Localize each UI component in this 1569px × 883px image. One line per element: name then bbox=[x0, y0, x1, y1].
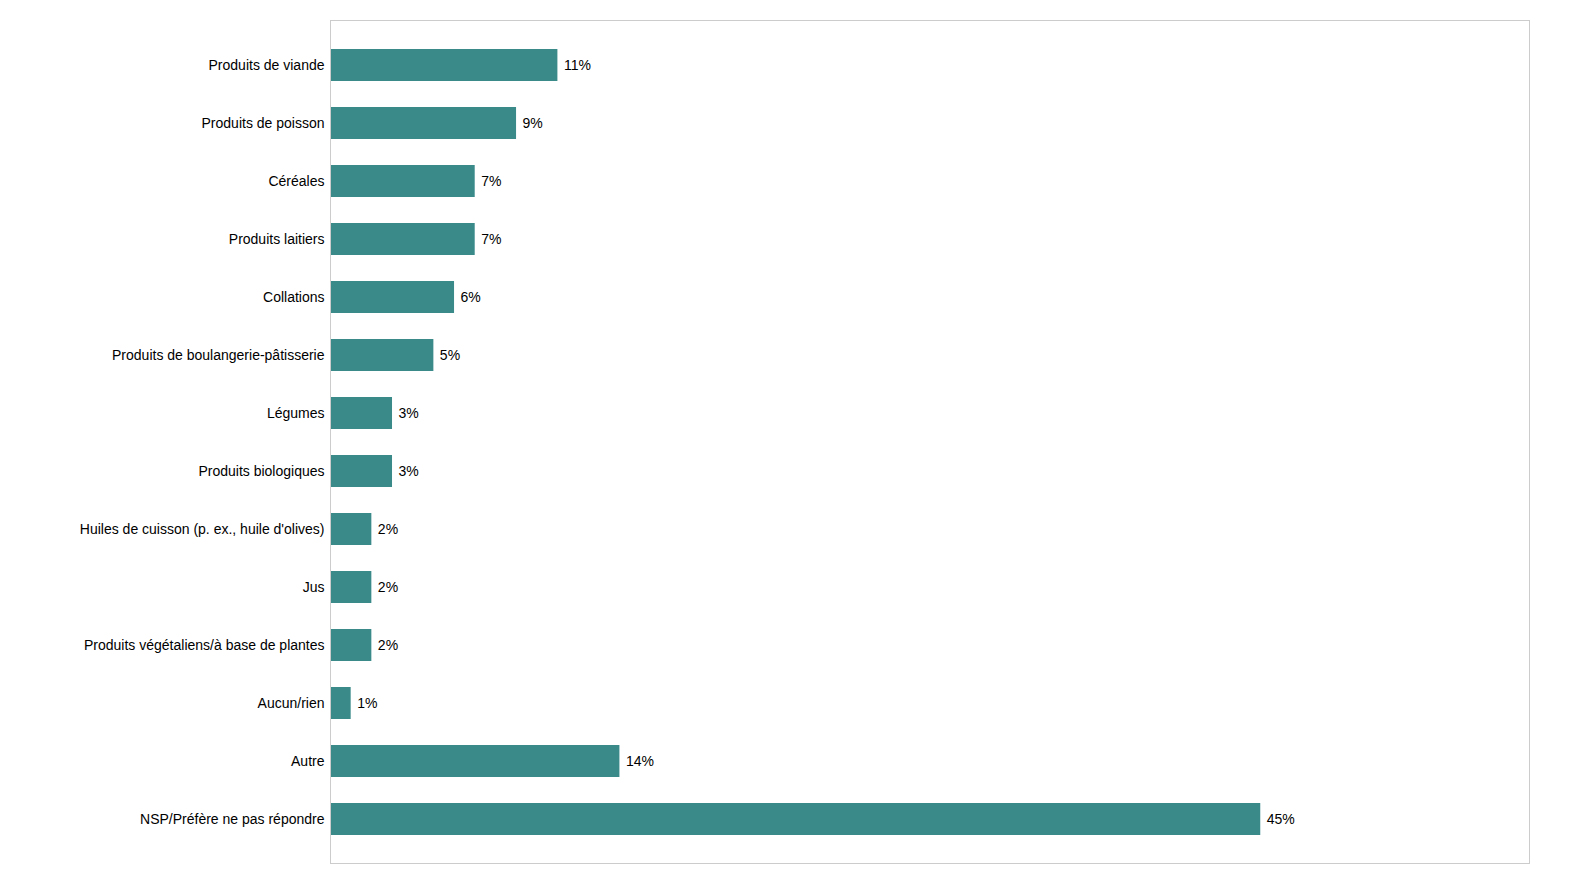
svg-text:Collations: Collations bbox=[263, 289, 324, 305]
svg-text:1%: 1% bbox=[357, 695, 377, 711]
svg-text:Céréales: Céréales bbox=[268, 173, 324, 189]
svg-text:45%: 45% bbox=[1267, 811, 1295, 827]
svg-text:3%: 3% bbox=[399, 463, 419, 479]
svg-text:14%: 14% bbox=[626, 753, 654, 769]
svg-text:Autre: Autre bbox=[291, 753, 325, 769]
svg-text:Huiles de cuisson (p. ex., hui: Huiles de cuisson (p. ex., huile d'olive… bbox=[80, 521, 325, 537]
svg-text:NSP/Préfère ne pas répondre: NSP/Préfère ne pas répondre bbox=[140, 811, 325, 827]
svg-text:Produits de boulangerie-pâtiss: Produits de boulangerie-pâtisserie bbox=[112, 347, 325, 363]
svg-text:7%: 7% bbox=[481, 173, 501, 189]
svg-text:5%: 5% bbox=[440, 347, 460, 363]
svg-text:3%: 3% bbox=[399, 405, 419, 421]
svg-text:2%: 2% bbox=[378, 579, 398, 595]
svg-text:Produits de poisson: Produits de poisson bbox=[202, 115, 325, 131]
svg-text:Aucun/rien: Aucun/rien bbox=[258, 695, 325, 711]
svg-text:2%: 2% bbox=[378, 521, 398, 537]
svg-text:2%: 2% bbox=[378, 637, 398, 653]
svg-text:Jus: Jus bbox=[303, 579, 325, 595]
svg-text:Légumes: Légumes bbox=[267, 405, 325, 421]
svg-text:Produits laitiers: Produits laitiers bbox=[229, 231, 325, 247]
svg-text:7%: 7% bbox=[481, 231, 501, 247]
svg-text:Produits de viande: Produits de viande bbox=[209, 57, 325, 73]
svg-text:11%: 11% bbox=[564, 57, 591, 73]
svg-text:6%: 6% bbox=[461, 289, 481, 305]
svg-text:Produits biologiques: Produits biologiques bbox=[198, 463, 324, 479]
svg-text:Produits végétaliens/à base de: Produits végétaliens/à base de plantes bbox=[84, 637, 325, 653]
svg-text:9%: 9% bbox=[523, 115, 543, 131]
